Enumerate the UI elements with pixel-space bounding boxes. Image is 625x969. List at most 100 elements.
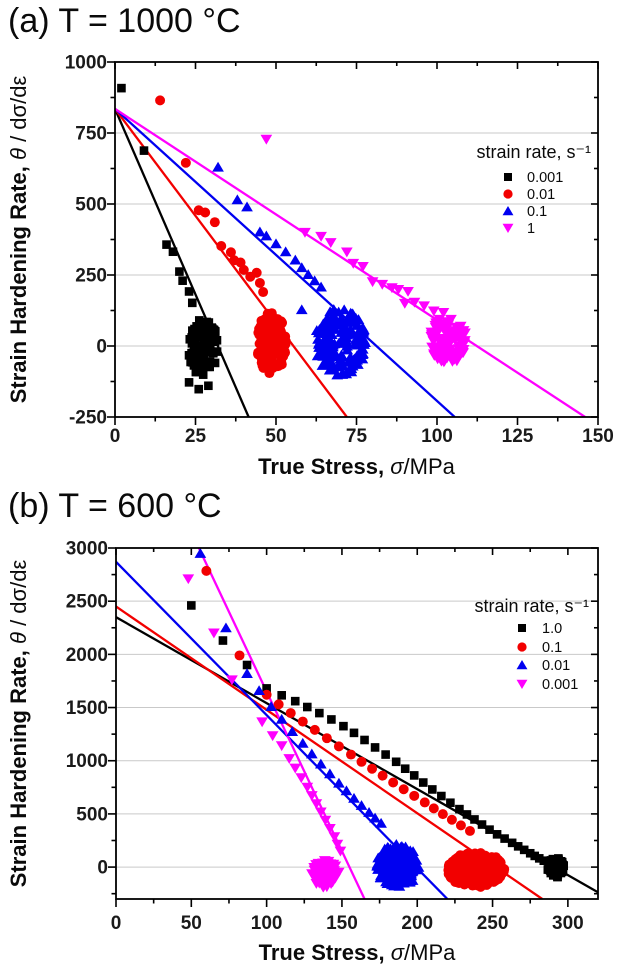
x-tick-label: 50 xyxy=(181,913,202,934)
x-tick-label: 250 xyxy=(477,913,509,934)
data-point xyxy=(334,846,347,857)
data-point xyxy=(315,281,327,292)
data-point xyxy=(475,881,486,892)
data-point xyxy=(275,741,288,752)
data-point xyxy=(409,771,419,780)
data-point xyxy=(347,258,360,269)
data-point xyxy=(187,339,197,348)
data-point xyxy=(216,241,227,252)
data-point xyxy=(350,312,362,323)
legend-entry-label: 0.01 xyxy=(542,658,570,674)
legend: strain rate, s⁻¹ 1.0 0.1 0.01 0.001 xyxy=(474,596,589,693)
x-tick-label: 125 xyxy=(502,426,534,447)
data-point xyxy=(377,770,388,781)
x-tick-label: 75 xyxy=(346,426,368,447)
data-point xyxy=(507,838,517,848)
data-point xyxy=(375,869,387,880)
data-point xyxy=(261,313,272,324)
data-point xyxy=(432,321,444,332)
series-0.01 xyxy=(194,548,425,891)
data-point xyxy=(238,264,249,275)
data-point xyxy=(328,832,341,843)
fit-line-0.1 xyxy=(115,108,456,417)
data-point xyxy=(286,726,299,737)
data-point xyxy=(204,347,214,357)
data-point xyxy=(355,800,368,810)
data-point xyxy=(398,298,411,309)
data-point xyxy=(190,324,199,334)
data-point xyxy=(212,335,222,345)
data-point xyxy=(209,217,220,228)
data-point xyxy=(431,354,444,365)
data-point xyxy=(462,810,472,819)
legend-entry-label: 0.001 xyxy=(527,170,563,186)
data-point xyxy=(220,622,232,633)
chart-b-plot: 0 50 100 150 200 250 3000500100015002000250030… xyxy=(6,539,599,965)
data-point xyxy=(405,852,418,863)
data-point xyxy=(258,287,269,298)
data-point xyxy=(317,882,329,893)
data-point xyxy=(335,350,348,361)
data-point xyxy=(517,642,527,652)
axis-ticks xyxy=(108,547,598,907)
data-point xyxy=(139,146,149,155)
data-point xyxy=(349,728,359,738)
data-point xyxy=(427,306,440,317)
data-point xyxy=(315,807,327,818)
data-point xyxy=(324,334,337,345)
legend-entry-label: 1 xyxy=(527,221,535,237)
data-point xyxy=(443,340,455,350)
data-point xyxy=(324,306,336,317)
series-0.1 xyxy=(212,161,371,380)
data-point xyxy=(376,279,389,290)
data-point xyxy=(352,348,365,359)
data-point xyxy=(308,275,321,286)
tick-labels: 0 50 100 150 200 250 3000500100015002000250030… xyxy=(66,539,584,935)
data-point xyxy=(363,806,375,817)
data-point xyxy=(208,628,220,639)
data-point xyxy=(218,636,228,645)
data-point xyxy=(266,731,279,742)
data-point xyxy=(180,157,191,168)
data-point xyxy=(385,879,398,890)
data-point xyxy=(348,792,360,803)
data-point xyxy=(437,791,446,801)
data-point xyxy=(525,848,535,858)
data-point xyxy=(225,247,236,258)
data-point xyxy=(499,864,510,875)
data-point xyxy=(295,304,308,315)
data-point xyxy=(305,791,318,801)
data-point xyxy=(455,820,466,831)
data-point xyxy=(324,768,336,779)
data-point xyxy=(261,689,272,700)
data-point xyxy=(408,297,421,308)
data-point xyxy=(311,350,324,361)
data-point xyxy=(378,848,391,859)
data-point xyxy=(199,319,209,329)
y-tick-label: 250 xyxy=(75,266,107,287)
data-point xyxy=(203,341,213,351)
data-point xyxy=(191,366,201,375)
data-point xyxy=(207,335,217,344)
data-point xyxy=(260,230,273,241)
x-tick-label: 150 xyxy=(582,426,614,447)
data-point xyxy=(312,858,325,869)
data-point xyxy=(388,777,399,788)
data-point xyxy=(446,329,458,340)
data-point xyxy=(193,331,203,341)
panel-b-title: (b) T = 600 °C xyxy=(8,487,222,525)
y-tick-label: 1000 xyxy=(65,53,107,74)
data-point xyxy=(367,763,378,774)
data-point xyxy=(354,324,367,335)
data-point xyxy=(278,351,289,362)
data-point xyxy=(182,574,195,585)
data-point xyxy=(203,362,213,372)
data-point xyxy=(117,83,126,93)
data-point xyxy=(334,335,347,346)
data-point xyxy=(502,206,514,216)
y-tick-label: 0 xyxy=(97,858,108,879)
data-point xyxy=(503,189,513,199)
data-point xyxy=(357,261,369,272)
data-point xyxy=(366,277,379,288)
